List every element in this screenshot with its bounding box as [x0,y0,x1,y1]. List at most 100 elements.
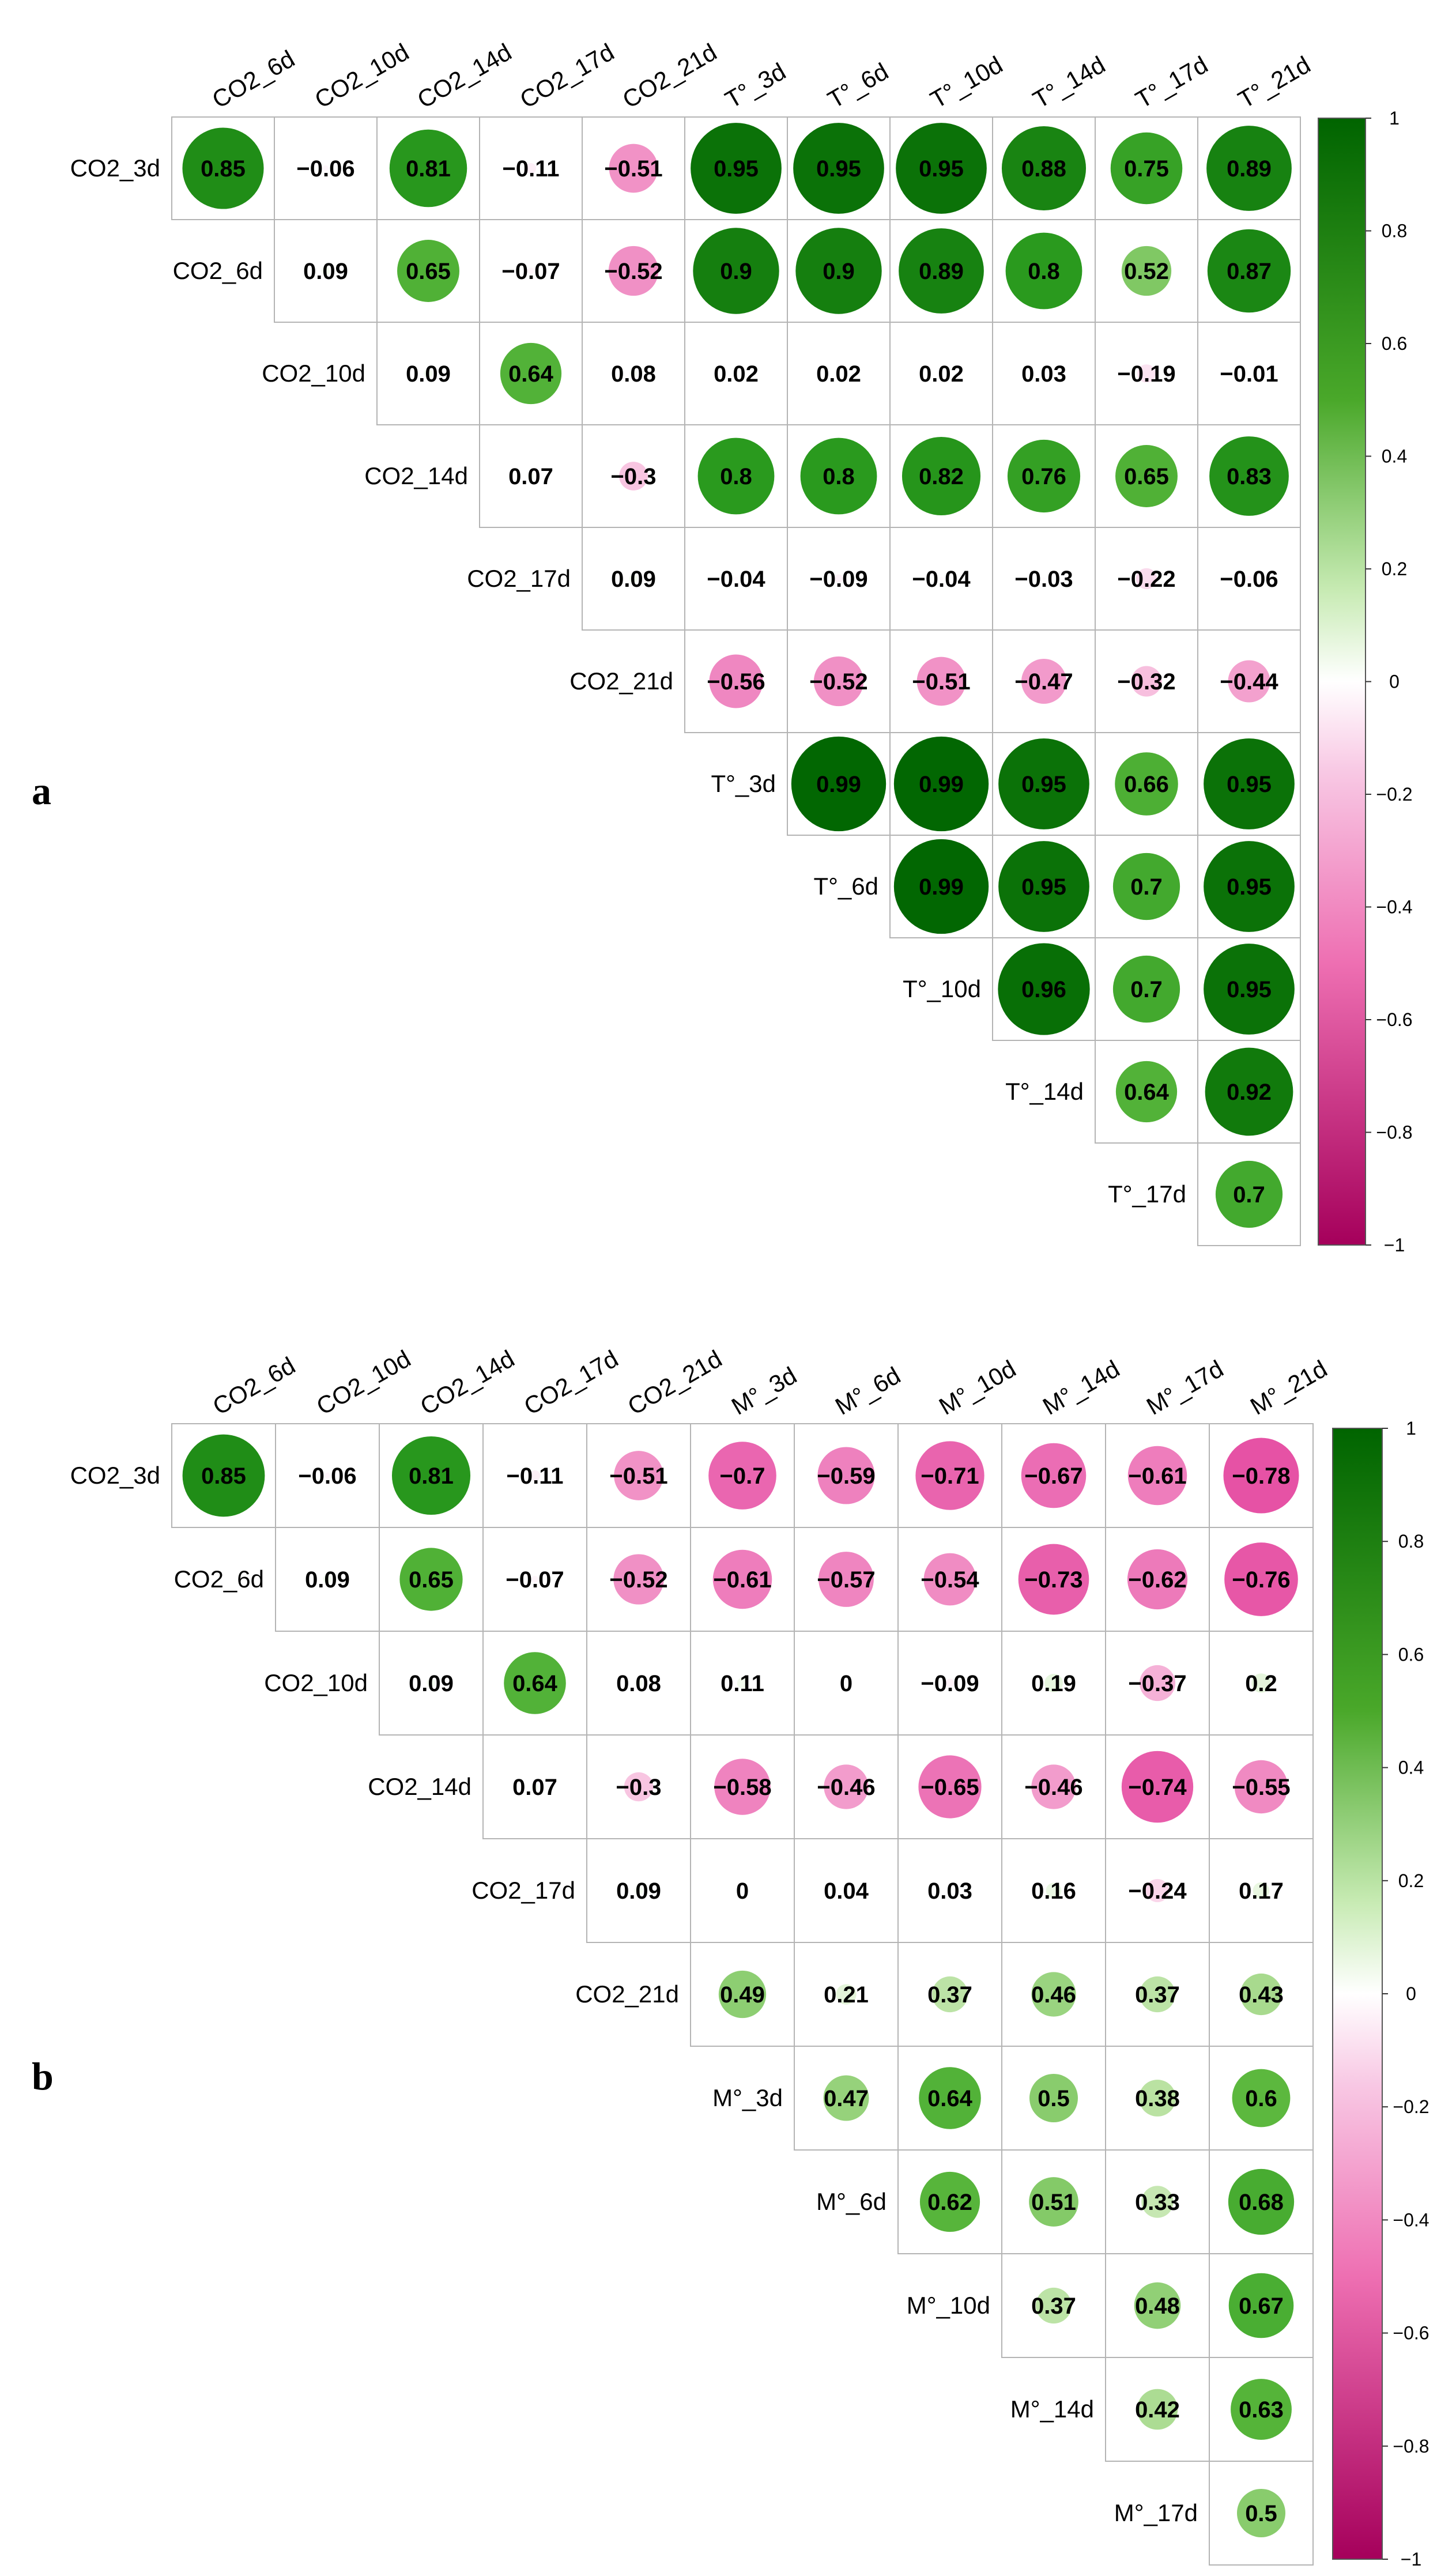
correlation-value-label: 0.16 [1031,1878,1076,1904]
correlation-value-label: −0.7 [720,1463,765,1489]
correlation-circle [1046,1883,1062,1899]
column-label: M°_21d [1246,1355,1331,1420]
correlation-circle [1042,577,1046,580]
correlation-value-label: −0.51 [604,156,662,182]
correlation-circle [1021,658,1067,704]
correlation-value-label: 0.02 [714,361,759,387]
correlation-circle [709,654,763,708]
correlation-circle [998,738,1089,829]
correlation-circle [1044,1674,1063,1692]
row-label: M°_17d [1114,2499,1198,2526]
correlation-value-label: −0.11 [502,156,559,182]
correlation-circle [998,841,1089,932]
correlation-circle [608,246,659,296]
correlation-value-label: 0.89 [1227,156,1272,182]
correlation-value-label: 0.95 [1227,772,1272,797]
row-label: T°_14d [1005,1078,1084,1105]
row-label: M°_14d [1010,2396,1094,2423]
correlation-circle [899,228,984,314]
correlation-value-label: 0.85 [201,1463,246,1489]
correlation-value-label: 0.37 [1031,2293,1076,2319]
correlation-circle [1246,576,1252,582]
correlation-value-label: 0.99 [919,874,964,900]
correlation-value-label: 0.07 [512,1775,557,1800]
correlation-circle [1234,1760,1288,1814]
correlation-circle [834,574,843,583]
correlation-value-label: 0.43 [1239,1982,1284,2008]
correlation-value-label: 0.8 [823,464,855,489]
correlation-value-label: 0.7 [1130,874,1163,900]
correlation-circle [527,473,534,480]
correlation-circle [940,372,942,375]
row-label: CO2_17d [471,1877,575,1904]
correlation-circle [1005,232,1082,310]
colorbar-tick-label: 1 [1406,1418,1416,1439]
correlation-circle [714,1759,771,1815]
correlation-circle [818,1552,874,1607]
correlation-value-label: 0.8 [720,464,752,489]
correlation-circle [1240,1973,1283,2016]
correlation-circle [918,1755,982,1819]
correlation-value-label: −0.59 [817,1463,875,1489]
correlation-value-label: 0.81 [406,156,451,182]
correlation-circle [793,123,884,214]
correlation-value-label: 0.9 [823,259,855,284]
colorbar-tick-label: 0.6 [1398,1644,1424,1665]
colorbar-tick-label: −0.8 [1393,2436,1429,2457]
correlation-value-label: 0.95 [1227,874,1272,900]
correlation-value-label: 0.99 [919,772,964,797]
correlation-value-label: −0.07 [501,259,560,284]
correlation-value-label: −0.65 [921,1775,979,1800]
colorbar-tick-label: −0.6 [1393,2323,1429,2344]
column-label: M°_14d [1038,1355,1124,1420]
correlation-circle [613,1554,664,1605]
row-label: CO2_3d [70,154,160,182]
correlation-value-label: 0.95 [714,156,759,182]
correlation-value-label: 0.75 [1124,156,1169,182]
column-label: T°_17d [1131,51,1212,114]
panel-label: b [32,2054,54,2098]
correlation-value-label: 0.87 [1227,259,1272,284]
correlation-value-label: 0.95 [816,156,861,182]
colorbar-tick-label: −0.8 [1376,1122,1412,1143]
correlation-circle [1141,2186,1174,2218]
correlation-circle [182,127,264,209]
row-label: CO2_17d [467,565,571,592]
matrix-cell [1209,2253,1314,2358]
column-label: CO2_6d [208,1352,300,1420]
correlation-circle [896,123,987,214]
correlation-circle [1139,1665,1176,1702]
correlation-value-label: 0.89 [919,259,964,284]
correlation-circle [1231,2379,1292,2440]
correlation-circle [1001,126,1087,211]
correlation-circle [737,1677,748,1689]
correlation-circle [531,1783,538,1790]
correlation-value-label: 0.81 [409,1463,454,1489]
correlation-circle [948,1889,952,1892]
correlation-value-label: −0.04 [912,567,971,592]
correlation-value-label: −0.3 [616,1775,662,1800]
correlation-value-label: 0.5 [1245,2501,1277,2526]
row-label: CO2_14d [364,462,468,489]
correlation-circle [321,266,330,276]
row-label: T°_10d [903,975,981,1002]
correlation-value-label: 0.46 [1031,1982,1076,2008]
correlation-value-label: −0.06 [1220,567,1278,592]
correlation-circle [1223,1438,1299,1514]
correlation-value-label: 0.64 [508,361,554,387]
matrix-cell [1209,1734,1314,1839]
colorbar-tick-label: −0.4 [1393,2209,1429,2230]
matrix-cell [275,1423,380,1528]
correlation-value-label: 0.08 [616,1671,661,1696]
correlation-value-label: 0.68 [1239,2190,1284,2215]
correlation-value-label: 0.03 [927,1878,972,1904]
correlation-circle [998,943,1090,1035]
correlation-circle [323,165,329,171]
correlation-circle [919,2171,980,2232]
row-label: CO2_21d [575,1980,679,2008]
matrix-cell [274,219,378,323]
correlation-value-label: 0.09 [305,1567,350,1593]
correlation-circle [1131,666,1162,697]
correlation-circle [323,1575,332,1584]
correlation-value-label: 0.17 [1239,1878,1284,1904]
